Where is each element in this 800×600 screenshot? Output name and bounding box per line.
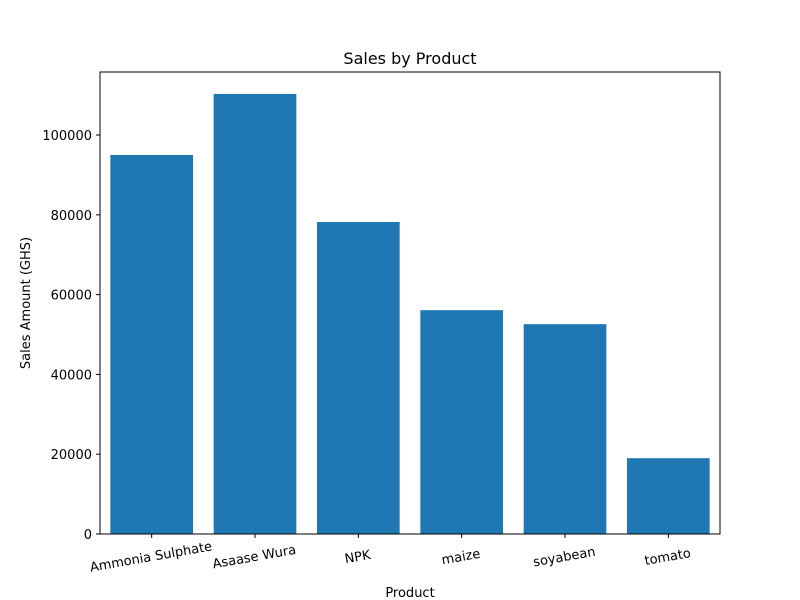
bar	[213, 93, 297, 534]
y-axis-label: Sales Amount (GHS)	[19, 237, 34, 369]
bar	[110, 154, 193, 535]
x-axis-label: Product	[385, 586, 434, 600]
chart-title: Sales by Product	[343, 49, 476, 68]
bar	[317, 222, 400, 534]
y-axis-ticks: 0 20000 40000 60000 80000 100000	[42, 129, 100, 543]
plot-area-frame	[99, 71, 721, 535]
x-tick-label: NPK	[344, 548, 373, 567]
y-tick-label: 40000	[51, 368, 92, 383]
y-tick-label: 20000	[51, 448, 92, 463]
y-tick-label: 0	[84, 528, 92, 543]
x-tick-label: maize	[441, 547, 482, 569]
y-tick-label: 100000	[42, 129, 92, 144]
bar	[420, 310, 503, 534]
x-tick-label: Asaase Wura	[212, 543, 298, 572]
bar	[627, 458, 710, 534]
bar	[523, 324, 607, 534]
bars-layer	[110, 93, 710, 535]
y-tick-label: 80000	[51, 209, 92, 224]
x-tick-label: tomato	[643, 546, 692, 569]
x-tick-label: Ammonia Sulphate	[89, 539, 214, 575]
y-tick-label: 60000	[51, 289, 92, 304]
x-tick-label: soyabean	[532, 545, 596, 571]
